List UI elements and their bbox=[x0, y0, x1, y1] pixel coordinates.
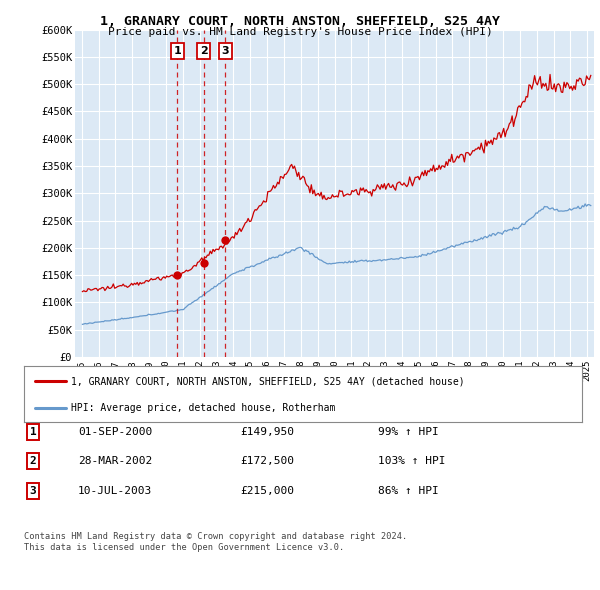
Text: £149,950: £149,950 bbox=[240, 427, 294, 437]
Text: Contains HM Land Registry data © Crown copyright and database right 2024.
This d: Contains HM Land Registry data © Crown c… bbox=[24, 532, 407, 552]
Text: Price paid vs. HM Land Registry's House Price Index (HPI): Price paid vs. HM Land Registry's House … bbox=[107, 27, 493, 37]
Text: 1, GRANARY COURT, NORTH ANSTON, SHEFFIELD, S25 4AY (detached house): 1, GRANARY COURT, NORTH ANSTON, SHEFFIEL… bbox=[71, 376, 465, 386]
Text: 3: 3 bbox=[221, 46, 229, 56]
Text: HPI: Average price, detached house, Rotherham: HPI: Average price, detached house, Roth… bbox=[71, 403, 336, 413]
Text: 01-SEP-2000: 01-SEP-2000 bbox=[78, 427, 152, 437]
Text: 103% ↑ HPI: 103% ↑ HPI bbox=[378, 457, 445, 466]
Text: £172,500: £172,500 bbox=[240, 457, 294, 466]
Text: 1: 1 bbox=[29, 427, 37, 437]
Text: 1: 1 bbox=[173, 46, 181, 56]
Text: 2: 2 bbox=[29, 457, 37, 466]
Text: 99% ↑ HPI: 99% ↑ HPI bbox=[378, 427, 439, 437]
Text: 1, GRANARY COURT, NORTH ANSTON, SHEFFIELD, S25 4AY: 1, GRANARY COURT, NORTH ANSTON, SHEFFIEL… bbox=[100, 15, 500, 28]
Text: 2: 2 bbox=[200, 46, 208, 56]
Text: 3: 3 bbox=[29, 486, 37, 496]
Text: 10-JUL-2003: 10-JUL-2003 bbox=[78, 486, 152, 496]
Text: £215,000: £215,000 bbox=[240, 486, 294, 496]
Text: 86% ↑ HPI: 86% ↑ HPI bbox=[378, 486, 439, 496]
Text: 28-MAR-2002: 28-MAR-2002 bbox=[78, 457, 152, 466]
